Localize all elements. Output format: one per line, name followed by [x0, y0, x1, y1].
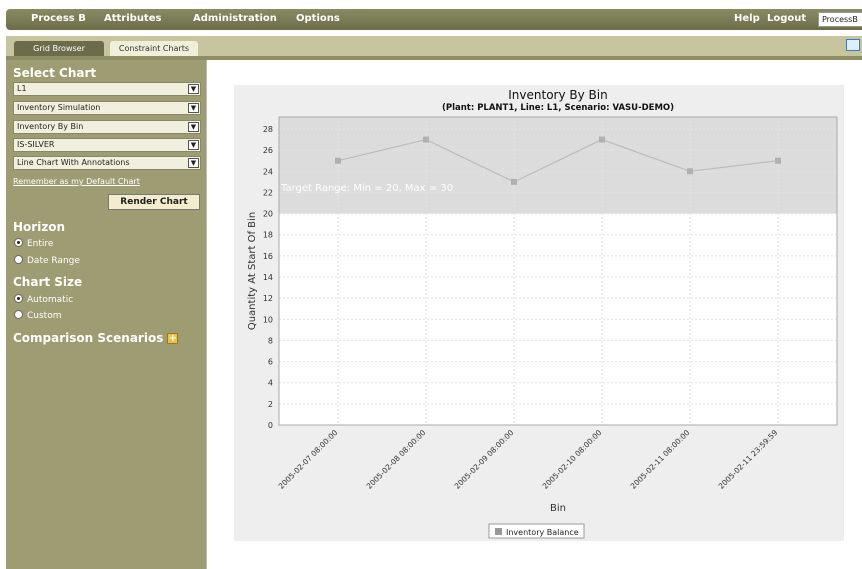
chart-size-automatic-label: Automatic: [27, 295, 74, 305]
inventory-chart: Target Range: Min = 20, Max = 30 0246810…: [247, 88, 838, 539]
tab-grid-browser[interactable]: Grid Browser: [14, 41, 104, 56]
chart-type-select[interactable]: Inventory By Bin ▼: [13, 120, 201, 134]
data-points: [335, 136, 781, 185]
dropdown-arrow-icon: ▼: [188, 140, 199, 150]
item-select[interactable]: IS-SILVER ▼: [13, 138, 201, 152]
series-line: [337, 138, 779, 183]
chart-size-custom-option[interactable]: Custom: [14, 310, 61, 321]
y-tick-label: 14: [263, 273, 273, 282]
data-point: [511, 178, 517, 185]
y-axis-label: Quantity At Start Of Bin: [247, 212, 258, 330]
comparison-scenarios-heading: Comparison Scenarios +: [13, 331, 179, 345]
y-tick-label: 10: [263, 315, 273, 324]
y-tick-label: 22: [263, 188, 273, 197]
simulation-select-value: Inventory Simulation: [17, 103, 101, 112]
y-tick-label: 24: [263, 167, 273, 176]
y-tick-label: 26: [263, 146, 273, 155]
x-tick-label: 2005-02-11 23:59:59: [717, 428, 780, 491]
horizon-entire-label: Entire: [27, 239, 54, 249]
horizon-date-range-option[interactable]: Date Range: [14, 255, 80, 266]
menu-options[interactable]: Options: [296, 13, 340, 24]
x-axis-label: Bin: [550, 503, 566, 514]
menu-bar: Process B Attributes Administration Opti…: [6, 9, 862, 30]
comparison-scenarios-label: Comparison Scenarios: [13, 331, 164, 345]
target-range-band: [279, 117, 837, 214]
chart-style-select[interactable]: Line Chart With Annotations ▼: [13, 156, 201, 170]
data-point: [687, 168, 693, 175]
y-tick-label: 8: [268, 336, 273, 345]
sidebar: Select Chart L1 ▼ Inventory Simulation ▼…: [6, 60, 206, 569]
radio-button[interactable]: [14, 238, 23, 247]
y-tick-label: 2: [268, 400, 273, 409]
radio-button[interactable]: [14, 310, 23, 319]
help-link[interactable]: Help: [734, 13, 760, 24]
horizon-entire-option[interactable]: Entire: [14, 238, 53, 249]
data-point: [423, 136, 429, 143]
simulation-select[interactable]: Inventory Simulation ▼: [13, 101, 201, 115]
y-tick-label: 28: [263, 125, 273, 134]
radio-button[interactable]: [14, 255, 23, 264]
y-tick-label: 16: [263, 252, 273, 261]
select-chart-heading: Select Chart: [13, 66, 97, 80]
grid-lines: [279, 117, 837, 426]
legend-swatch: [495, 528, 502, 535]
scenario-select[interactable]: ProcessB: [818, 12, 862, 27]
y-tick-label: 0: [268, 421, 273, 430]
menu-administration[interactable]: Administration: [193, 13, 277, 24]
x-tick-label: 2005-02-08 08:00:00: [365, 428, 428, 491]
line-select[interactable]: L1 ▼: [13, 82, 201, 96]
logout-link[interactable]: Logout: [767, 13, 807, 24]
chart-type-select-value: Inventory By Bin: [17, 122, 84, 131]
y-tick-label: 12: [263, 294, 273, 303]
tab-divider: [6, 56, 862, 60]
legend-box: [488, 523, 585, 539]
chart-style-select-value: Line Chart With Annotations: [17, 158, 130, 167]
horizon-heading: Horizon: [13, 220, 66, 234]
item-select-value: IS-SILVER: [17, 140, 55, 149]
data-point: [599, 136, 605, 143]
scenario-select-value: ProcessB: [822, 15, 858, 24]
dropdown-arrow-icon: ▼: [188, 158, 199, 168]
menu-attributes[interactable]: Attributes: [104, 13, 162, 24]
target-range-label: Target Range: Min = 20, Max = 30: [280, 183, 453, 194]
chart-subtitle: (Plant: PLANT1, Line: L1, Scenario: VASU…: [442, 103, 674, 113]
y-tick-label: 20: [263, 210, 273, 219]
legend-label: Inventory Balance: [506, 528, 579, 537]
y-tick-label: 18: [263, 231, 273, 240]
line-select-value: L1: [17, 84, 27, 93]
dropdown-arrow-icon: ▼: [188, 84, 199, 94]
menu-process-b[interactable]: Process B: [31, 13, 86, 24]
data-point: [335, 157, 341, 164]
dropdown-arrow-icon: ▼: [188, 122, 199, 132]
horizon-date-range-label: Date Range: [27, 256, 80, 266]
chart-title: Inventory By Bin: [508, 88, 607, 102]
chart-size-automatic-option[interactable]: Automatic: [14, 294, 73, 305]
x-tick-label: 2005-02-09 08:00:00: [453, 428, 516, 491]
top-bar: Process B Attributes Administration Opti…: [0, 0, 862, 32]
y-tick-label: 4: [268, 379, 273, 388]
plus-icon[interactable]: +: [167, 333, 179, 344]
dropdown-arrow-icon: ▼: [188, 103, 199, 113]
x-tick-label: 2005-02-11 08:00:00: [629, 428, 692, 491]
tab-constraint-charts[interactable]: Constraint Charts: [110, 41, 198, 56]
chart-size-custom-label: Custom: [27, 311, 62, 321]
x-tick-label: 2005-02-07 08:00:00: [277, 428, 340, 491]
tab-bar: Grid Browser Constraint Charts: [6, 36, 862, 56]
x-axis-ticks: 2005-02-07 08:00:00 2005-02-08 08:00:00 20…: [277, 428, 780, 491]
y-tick-label: 6: [268, 358, 273, 367]
render-chart-button[interactable]: Render Chart: [108, 194, 200, 210]
legend: Inventory Balance: [488, 523, 585, 539]
chart-panel: Target Range: Min = 20, Max = 30 0 2 4 6 8 10…: [234, 85, 844, 541]
plot-border: [278, 116, 838, 426]
refresh-icon[interactable]: [846, 39, 860, 51]
chart-size-heading: Chart Size: [13, 275, 83, 289]
data-point: [775, 157, 781, 164]
default-chart-link[interactable]: Remember as my Default Chart: [13, 177, 140, 186]
x-tick-label: 2005-02-10 08:00:00: [541, 428, 604, 491]
radio-button[interactable]: [14, 294, 23, 303]
